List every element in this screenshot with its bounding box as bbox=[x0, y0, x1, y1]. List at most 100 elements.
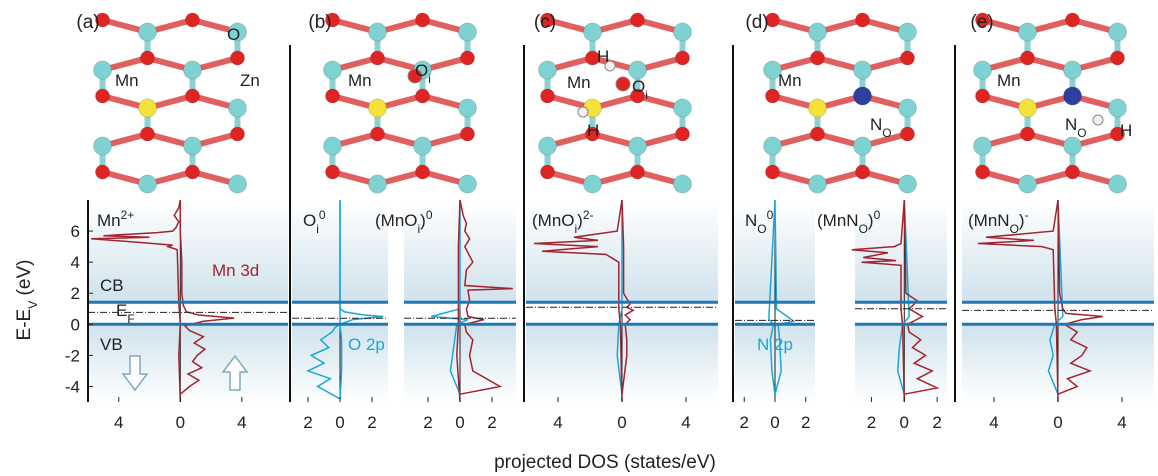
structure-label: Mn bbox=[778, 71, 802, 90]
text-part: (MnO bbox=[532, 211, 575, 230]
x-tick-label: 2 bbox=[367, 413, 376, 432]
x-tick-label: 2 bbox=[739, 413, 748, 432]
atom bbox=[231, 127, 245, 141]
text-part: O bbox=[632, 77, 645, 96]
text-part: O bbox=[1077, 126, 1086, 140]
atom bbox=[459, 175, 477, 193]
atom bbox=[976, 165, 990, 179]
atom bbox=[459, 23, 477, 41]
figure: 404-4-20246Mn2+Mn 3dCBEFVB202Oi0O 2p202(… bbox=[0, 0, 1158, 476]
text-part: Mn bbox=[567, 73, 591, 92]
atom bbox=[1109, 23, 1127, 41]
atom bbox=[1064, 87, 1082, 105]
x-tick-label: 2 bbox=[801, 413, 810, 432]
x-tick-label: 4 bbox=[1117, 413, 1126, 432]
x-tick-label: 2 bbox=[932, 413, 941, 432]
text-part: H bbox=[1120, 121, 1132, 140]
atom bbox=[184, 137, 202, 155]
structure-label: Mn bbox=[348, 71, 372, 90]
atom bbox=[674, 99, 692, 117]
text-part: O bbox=[303, 211, 316, 230]
atom bbox=[1021, 127, 1035, 141]
atom bbox=[96, 165, 110, 179]
atom bbox=[461, 51, 475, 65]
atom bbox=[584, 23, 602, 41]
x-tick-label: 0 bbox=[617, 413, 626, 432]
atom bbox=[899, 23, 917, 41]
x-tick-label: 0 bbox=[1053, 413, 1062, 432]
atom bbox=[674, 175, 692, 193]
atom bbox=[856, 13, 870, 27]
structure-label: Mn bbox=[997, 71, 1021, 90]
atom bbox=[324, 61, 342, 79]
atom bbox=[416, 89, 430, 103]
text-part: Mn bbox=[348, 71, 372, 90]
atom bbox=[854, 87, 872, 105]
atom bbox=[584, 175, 602, 193]
structure-label: H bbox=[587, 121, 599, 140]
text-part: 0 bbox=[874, 208, 881, 222]
atom bbox=[674, 23, 692, 41]
x-tick-label: 0 bbox=[770, 413, 779, 432]
text-part: (MnN bbox=[968, 211, 1010, 230]
text-part: (MnN bbox=[817, 211, 859, 230]
atom bbox=[901, 127, 915, 141]
x-tick-label: 4 bbox=[989, 413, 998, 432]
text-part: Mn bbox=[997, 71, 1021, 90]
panel-letter: (a) bbox=[76, 12, 99, 33]
text-part: - bbox=[1025, 208, 1029, 222]
text-part: O bbox=[415, 61, 428, 80]
y-tick-label: -4 bbox=[65, 377, 80, 396]
text-part: N bbox=[870, 115, 882, 134]
atom bbox=[141, 51, 155, 65]
text-part: Zn bbox=[240, 71, 260, 90]
structure-label: H bbox=[1120, 121, 1132, 140]
text-part: H bbox=[597, 47, 609, 66]
text-part: 2- bbox=[583, 208, 594, 222]
x-tick-label: 4 bbox=[681, 413, 690, 432]
atom bbox=[616, 77, 630, 91]
atom bbox=[539, 137, 557, 155]
atom bbox=[1109, 99, 1127, 117]
x-tick-label: 2 bbox=[423, 413, 432, 432]
x-tick-label: 0 bbox=[335, 413, 344, 432]
text-part: 0 bbox=[319, 208, 326, 222]
atom bbox=[631, 13, 645, 27]
atom bbox=[629, 137, 647, 155]
text-part: E bbox=[116, 301, 127, 320]
structures bbox=[94, 13, 1127, 193]
atom bbox=[1111, 51, 1125, 65]
atom bbox=[231, 51, 245, 65]
text-part: i bbox=[645, 88, 648, 102]
atom bbox=[809, 175, 827, 193]
atom bbox=[229, 175, 247, 193]
atom bbox=[371, 51, 385, 65]
text-part: CB bbox=[100, 276, 124, 295]
y-tick-label: 2 bbox=[71, 284, 80, 303]
atom bbox=[901, 51, 915, 65]
atom bbox=[854, 61, 872, 79]
atom bbox=[1064, 61, 1082, 79]
text-part: O bbox=[1010, 222, 1019, 236]
x-tick-label: 4 bbox=[114, 413, 123, 432]
y-axis-title: E-EV (eV) bbox=[14, 260, 40, 341]
y-tick-label: -2 bbox=[65, 346, 80, 365]
x-tick-label: 2 bbox=[303, 413, 312, 432]
atom bbox=[676, 51, 690, 65]
atom bbox=[631, 165, 645, 179]
panel-letter: (e) bbox=[970, 12, 993, 33]
atom bbox=[899, 175, 917, 193]
text-part: O bbox=[859, 222, 868, 236]
atom bbox=[1021, 51, 1035, 65]
atom bbox=[1019, 175, 1037, 193]
atom bbox=[856, 165, 870, 179]
atom bbox=[369, 175, 387, 193]
atom bbox=[899, 99, 917, 117]
text-part: Mn 3d bbox=[212, 261, 259, 280]
text-part: 0 bbox=[767, 208, 774, 222]
panel-letter: (d) bbox=[745, 12, 768, 33]
text-part: Mn bbox=[115, 71, 139, 90]
atom bbox=[141, 127, 155, 141]
text-part: E-E bbox=[14, 309, 35, 341]
x-tick-label: 2 bbox=[487, 413, 496, 432]
